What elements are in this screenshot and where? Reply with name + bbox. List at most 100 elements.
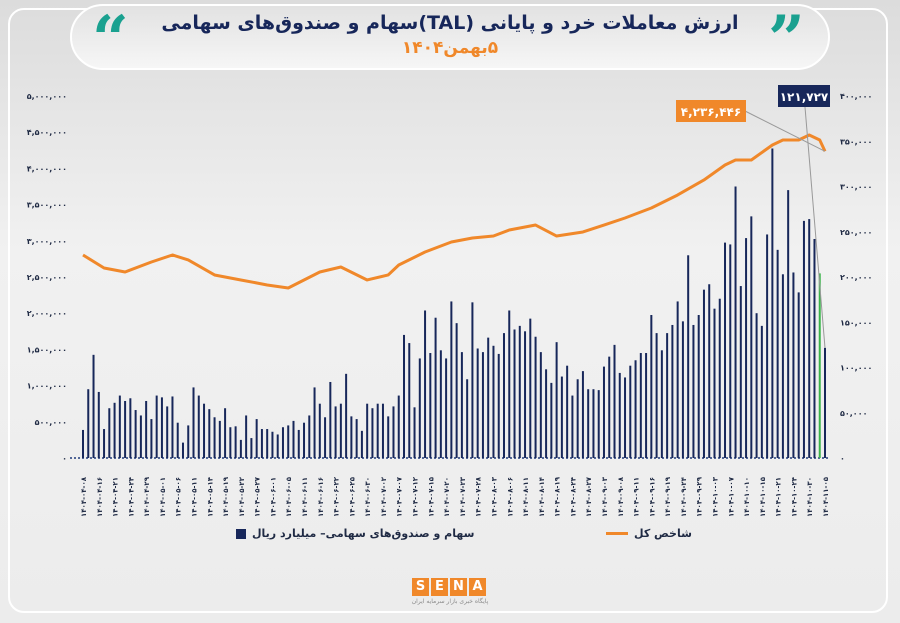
bar — [334, 406, 337, 458]
bar — [350, 416, 353, 458]
bar — [124, 400, 127, 458]
annotation-leader-line — [804, 106, 826, 348]
right-axis-tick: ۰ — [840, 454, 845, 463]
x-axis-label: ۱۴۰۴-۰۴-۰۸ — [80, 476, 88, 517]
bar — [760, 325, 763, 458]
left-axis-tick: ۲,۵۰۰,۰۰۰ — [27, 273, 67, 282]
x-axis-label: ۱۴۰۴-۰۶-۲۲ — [333, 476, 341, 517]
x-axis-label: ۱۴۰۴-۰۴-۲۴ — [127, 476, 135, 517]
logo-letter: E — [431, 578, 448, 596]
bar — [602, 366, 605, 458]
bar — [734, 186, 737, 458]
chart-date: ۵بهمن۱۴۰۴ — [401, 38, 499, 58]
index-line — [82, 133, 827, 290]
annotation-line-value: ۴,۲۳۶,۴۴۶ — [681, 105, 741, 119]
bar — [729, 244, 732, 458]
bar — [387, 416, 390, 458]
bar — [671, 324, 674, 458]
bar — [255, 419, 258, 458]
bar — [103, 429, 106, 458]
bar — [560, 376, 563, 458]
bar — [492, 345, 495, 458]
bar — [487, 337, 490, 458]
x-axis-label: ۱۴۰۴-۰۹-۱۹ — [664, 476, 672, 517]
left-axis-tick: ۲,۰۰۰,۰۰۰ — [27, 309, 67, 318]
bar — [476, 348, 479, 458]
bar — [824, 347, 826, 458]
x-axis-label: ۱۴۰۴-۰۸-۰۶ — [506, 477, 514, 517]
bar — [308, 415, 311, 458]
bar — [629, 365, 632, 458]
bar — [403, 334, 406, 458]
left-axis-tick: ۴,۵۰۰,۰۰۰ — [27, 128, 67, 137]
bar — [581, 371, 584, 458]
bar — [650, 315, 653, 458]
bar — [345, 373, 348, 458]
bar — [118, 395, 121, 458]
bar — [460, 352, 463, 458]
bar — [303, 422, 306, 458]
legend-bar-label: سهام و صندوق‌های سهامی– میلیارد ریال — [252, 527, 475, 540]
right-axis-tick: ۳۵۰,۰۰۰ — [840, 137, 872, 146]
legend-line-label: شاخص کل — [634, 527, 692, 540]
bar — [92, 354, 95, 458]
bar — [213, 417, 216, 458]
x-axis-label: ۱۴۰۴-۱۱-۰۵ — [822, 476, 830, 517]
bar — [445, 358, 448, 458]
bar — [313, 387, 316, 458]
bar — [676, 301, 679, 458]
left-axis-tick: ۰ — [62, 454, 67, 463]
right-axis-tick: ۴۰۰,۰۰۰ — [840, 92, 872, 101]
x-axis-label: ۱۴۰۴-۰۴-۲۹ — [143, 476, 151, 517]
bar — [608, 356, 611, 458]
bar — [497, 353, 500, 458]
bar — [113, 402, 116, 458]
bar — [276, 434, 279, 458]
bar — [87, 389, 90, 458]
x-axis-label: ۱۴۰۴-۰۷-۱۵ — [427, 476, 435, 517]
bar — [439, 350, 442, 458]
legend-bar-swatch — [236, 528, 246, 539]
bar — [271, 431, 274, 458]
bar — [139, 415, 142, 458]
bar — [639, 353, 642, 458]
x-axis-label: ۱۴۰۴-۰۴-۱۶ — [96, 477, 104, 517]
legend-bars: سهام و صندوق‌های سهامی– میلیارد ریال — [236, 527, 474, 540]
bar — [292, 420, 295, 458]
annotation-bar-value: ۱۲۱,۷۲۷ — [780, 90, 829, 104]
bar — [408, 343, 411, 458]
bar — [329, 381, 332, 458]
annotation-line-box — [676, 100, 746, 122]
x-axis-label: ۱۴۰۴-۰۹-۲۴ — [680, 476, 688, 517]
left-axis-tick: ۱,۵۰۰,۰۰۰ — [27, 345, 67, 354]
bar — [545, 369, 548, 458]
x-axis-label: ۱۴۰۴-۰۹-۱۶ — [648, 477, 656, 517]
right-axis-tick: ۲۰۰,۰۰۰ — [840, 273, 872, 282]
bar — [524, 331, 527, 458]
bar — [181, 442, 184, 458]
bar — [339, 403, 342, 458]
bar — [134, 410, 137, 458]
bar — [808, 219, 811, 458]
legend-line-swatch — [606, 532, 628, 535]
bar — [771, 148, 774, 459]
quote-right-icon: ” — [768, 2, 805, 77]
bar — [802, 220, 805, 458]
bar — [508, 310, 511, 458]
x-axis-label: ۱۴۰۴-۰۶-۱۶ — [317, 477, 325, 517]
bar — [766, 234, 769, 458]
bar — [687, 255, 690, 458]
bar — [82, 429, 84, 458]
right-axis-tick: ۲۵۰,۰۰۰ — [840, 228, 872, 237]
quote-left-icon: “ — [92, 2, 129, 77]
logo-letter: N — [450, 578, 467, 596]
bar — [587, 389, 590, 458]
x-axis-label: ۱۴۰۴-۰۹-۰۸ — [617, 476, 625, 517]
chart-title: ارزش معاملات خرد و پایانی (TAL)سهام و صن… — [161, 12, 739, 34]
x-axis-label: ۱۴۰۴-۰۵-۰۶ — [175, 477, 183, 517]
bar — [787, 190, 790, 458]
bar — [666, 333, 669, 458]
bar — [245, 415, 248, 458]
bar — [818, 273, 821, 458]
